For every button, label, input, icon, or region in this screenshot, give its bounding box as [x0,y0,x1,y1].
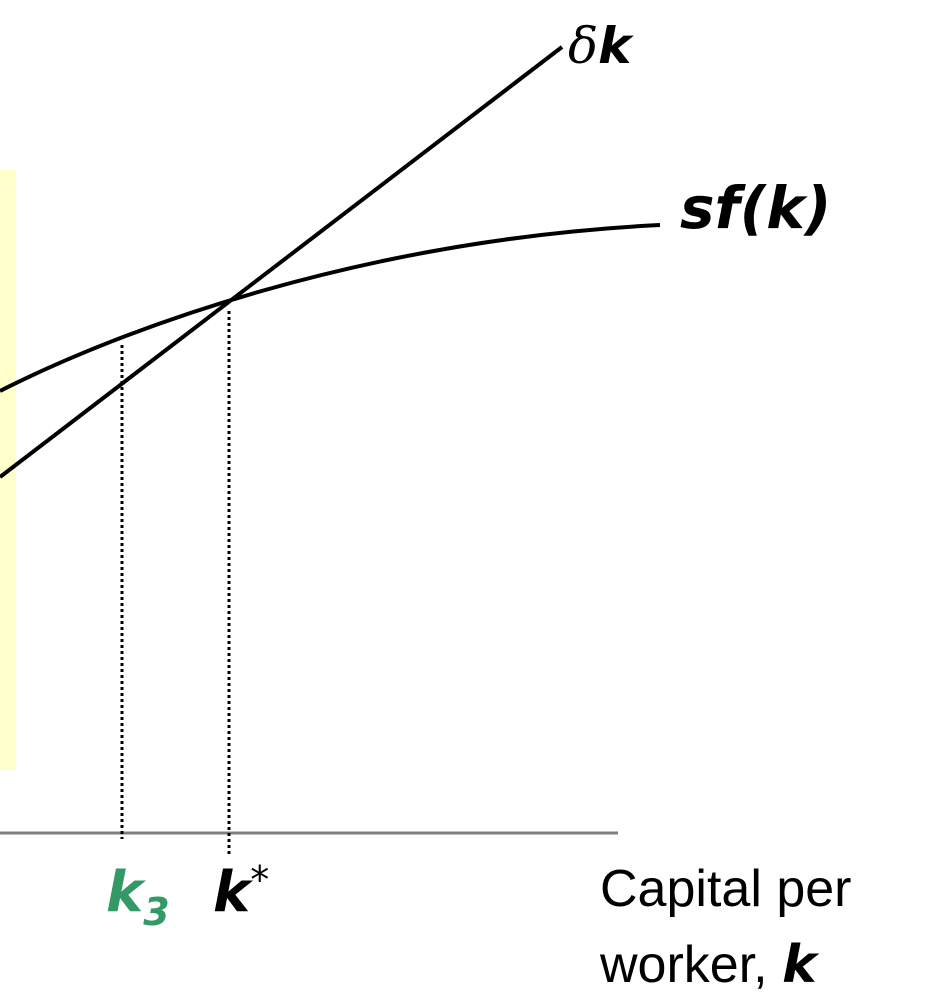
x-axis-label-line1: Capital per [600,860,851,918]
marker-label-kstar: k* [213,858,269,925]
series-label-sf: sf(k) [680,174,831,242]
kstar-sup: * [250,858,269,902]
x-axis-label-line2: worker, k [599,935,820,995]
marker-label-k3: k3 [106,860,170,934]
k3-sub: 3 [143,890,169,934]
delta-symbol: δ [568,17,598,75]
depreciation-line [0,45,564,479]
kstar-main: k [213,860,254,925]
dk-var: k [598,17,634,75]
k3-main: k [106,860,147,925]
saving-curve [0,223,661,393]
x-axis-label-prefix: worker, [599,936,782,994]
series-label-dk: δk [568,17,634,75]
x-axis-label-var: k [782,935,820,995]
